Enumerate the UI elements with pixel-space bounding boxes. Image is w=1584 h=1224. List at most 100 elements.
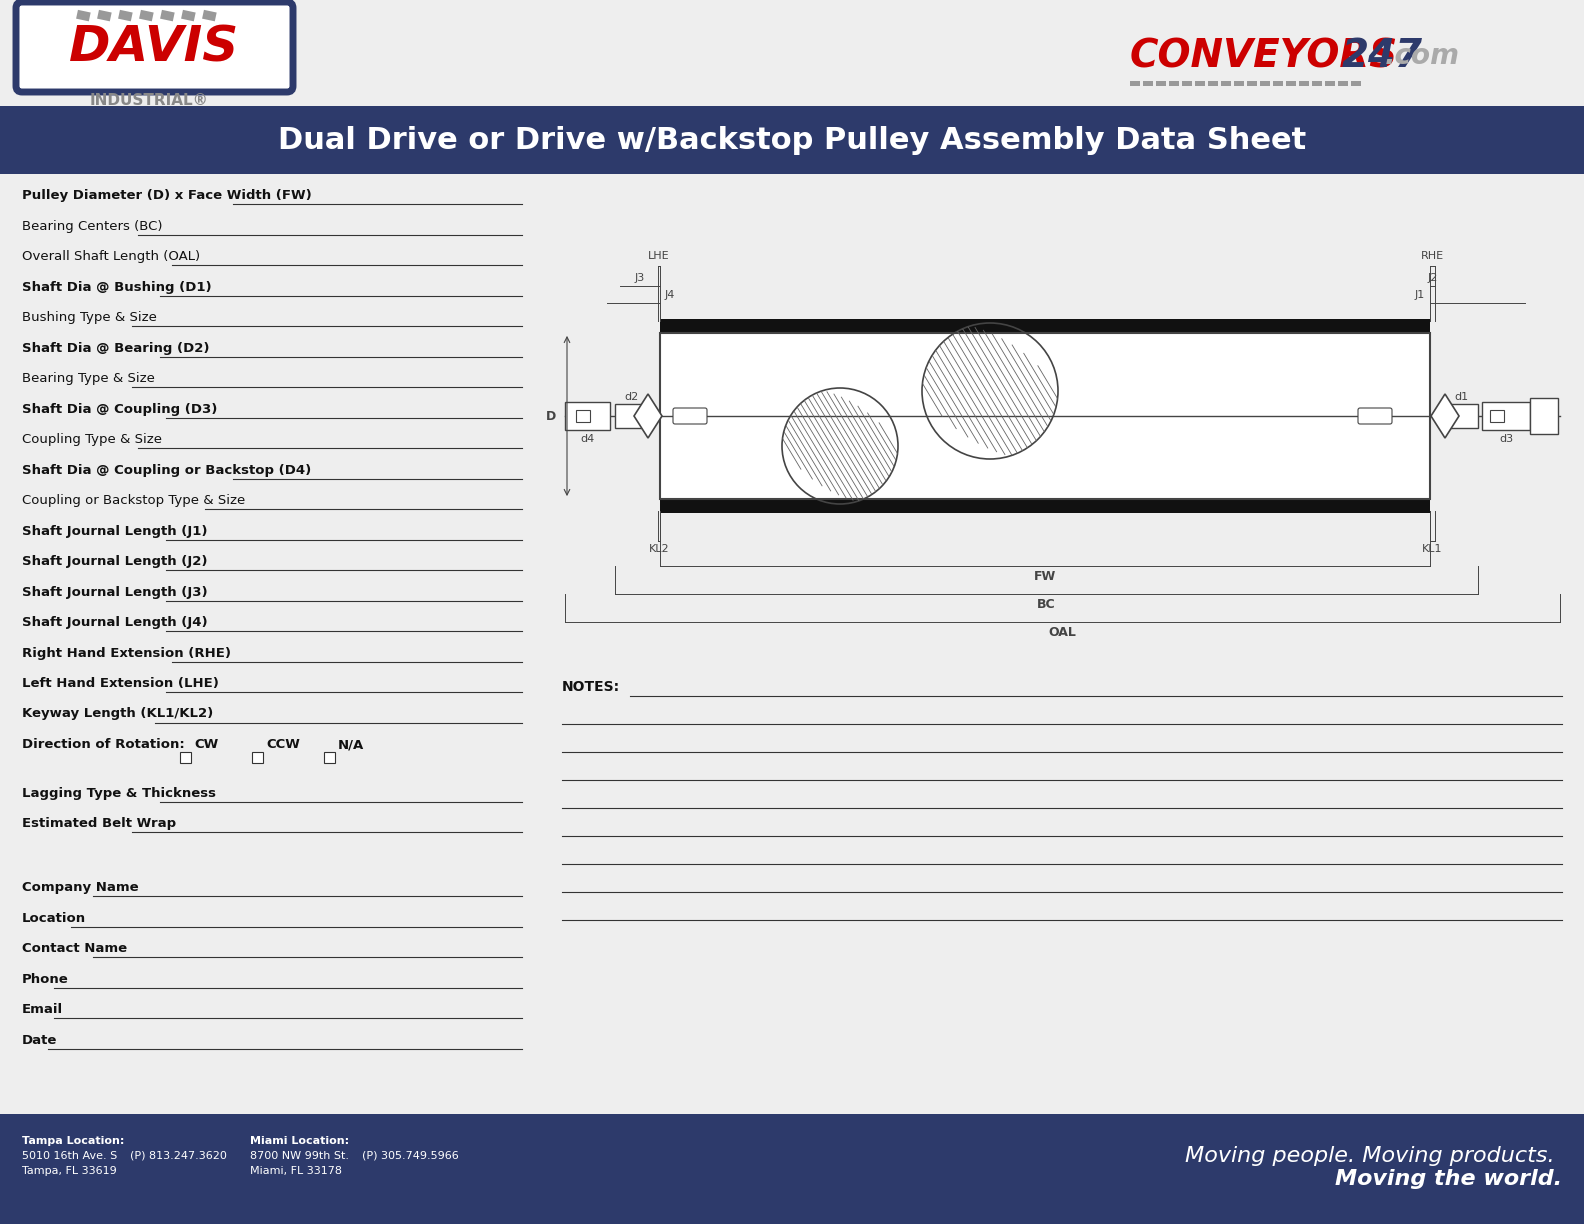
Text: 5010 16th Ave. S: 5010 16th Ave. S [22, 1151, 117, 1162]
Text: NOTES:: NOTES: [562, 681, 619, 694]
Text: Shaft Journal Length (J3): Shaft Journal Length (J3) [22, 585, 208, 599]
Text: INDUSTRIAL®: INDUSTRIAL® [90, 93, 209, 108]
Text: OAL: OAL [1049, 625, 1077, 639]
Text: Tampa, FL 33619: Tampa, FL 33619 [22, 1166, 117, 1176]
Bar [1530, 398, 1559, 435]
Bar [1338, 81, 1348, 86]
Polygon shape [634, 394, 662, 438]
FancyBboxPatch shape [203, 10, 217, 21]
Text: J4: J4 [665, 290, 675, 300]
Text: d1: d1 [1454, 392, 1468, 401]
Text: 247: 247 [1342, 37, 1422, 75]
Text: d3: d3 [1498, 435, 1513, 444]
Text: .com: .com [1384, 42, 1460, 70]
Bar [1324, 81, 1335, 86]
Text: Keyway Length (KL1/KL2): Keyway Length (KL1/KL2) [22, 707, 214, 721]
Text: J3: J3 [635, 273, 645, 283]
Bar [565, 401, 610, 430]
Text: CCW: CCW [266, 738, 299, 752]
Text: CW: CW [193, 738, 219, 752]
Bar [661, 333, 1430, 499]
Text: N/A: N/A [337, 738, 364, 752]
Bar [1209, 81, 1218, 86]
Text: Shaft Dia @ Bushing (D1): Shaft Dia @ Bushing (D1) [22, 280, 212, 294]
Bar [1194, 81, 1205, 86]
FancyBboxPatch shape [16, 2, 293, 92]
Text: Coupling or Backstop Type & Size: Coupling or Backstop Type & Size [22, 494, 246, 507]
FancyBboxPatch shape [97, 10, 112, 21]
Text: Overall Shaft Length (OAL): Overall Shaft Length (OAL) [22, 250, 200, 263]
Bar [1169, 81, 1178, 86]
Text: Miami, FL 33178: Miami, FL 33178 [250, 1166, 342, 1176]
Text: Shaft Dia @ Coupling (D3): Shaft Dia @ Coupling (D3) [22, 403, 217, 415]
Text: BC: BC [1038, 599, 1057, 611]
Bar [0, 1114, 1584, 1224]
Text: Shaft Journal Length (J2): Shaft Journal Length (J2) [22, 554, 208, 568]
Text: Shaft Journal Length (J1): Shaft Journal Length (J1) [22, 525, 208, 537]
Text: d4: d4 [580, 435, 594, 444]
Text: Left Hand Extension (LHE): Left Hand Extension (LHE) [22, 677, 219, 690]
Bar [1445, 404, 1478, 428]
Text: Tampa Location:: Tampa Location: [22, 1136, 125, 1146]
Text: Contact Name: Contact Name [22, 942, 127, 956]
Bar [1234, 81, 1243, 86]
Text: (P) 813.247.3620: (P) 813.247.3620 [130, 1151, 227, 1162]
Text: D: D [546, 410, 556, 422]
FancyBboxPatch shape [119, 10, 133, 21]
Bar [1286, 81, 1296, 86]
Text: J1: J1 [1415, 290, 1426, 300]
Text: Moving the world.: Moving the world. [1335, 1169, 1562, 1189]
Bar [577, 410, 589, 422]
Bar [325, 752, 334, 763]
Text: Email: Email [22, 1004, 63, 1016]
Text: J2: J2 [1427, 273, 1438, 283]
Text: KL1: KL1 [1422, 543, 1443, 554]
Text: Bushing Type & Size: Bushing Type & Size [22, 311, 157, 324]
Text: d2: d2 [624, 392, 638, 401]
Text: Bearing Centers (BC): Bearing Centers (BC) [22, 219, 163, 233]
Bar [1221, 81, 1231, 86]
Text: Shaft Dia @ Bearing (D2): Shaft Dia @ Bearing (D2) [22, 341, 209, 355]
FancyBboxPatch shape [181, 10, 196, 21]
Text: Bearing Type & Size: Bearing Type & Size [22, 372, 155, 386]
Bar [1247, 81, 1258, 86]
Text: Shaft Dia @ Coupling or Backstop (D4): Shaft Dia @ Coupling or Backstop (D4) [22, 464, 310, 476]
Text: Shaft Journal Length (J4): Shaft Journal Length (J4) [22, 616, 208, 629]
Bar [1491, 410, 1503, 422]
Text: CONVEYORS: CONVEYORS [1129, 37, 1399, 75]
Bar [252, 752, 263, 763]
Text: Estimated Belt Wrap: Estimated Belt Wrap [22, 818, 176, 830]
Bar [1129, 81, 1140, 86]
Bar [1483, 401, 1530, 430]
Bar [1182, 81, 1193, 86]
Text: 8700 NW 99th St.: 8700 NW 99th St. [250, 1151, 348, 1162]
FancyBboxPatch shape [160, 10, 174, 21]
Text: DAVIS: DAVIS [70, 23, 239, 71]
Text: RHE: RHE [1421, 251, 1445, 261]
Bar [661, 319, 1430, 333]
Bar [1274, 81, 1283, 86]
Text: Dual Drive or Drive w/Backstop Pulley Assembly Data Sheet: Dual Drive or Drive w/Backstop Pulley As… [277, 126, 1307, 154]
FancyBboxPatch shape [76, 10, 90, 21]
Text: Location: Location [22, 912, 86, 925]
Polygon shape [1430, 394, 1459, 438]
Bar [661, 499, 1430, 513]
FancyBboxPatch shape [1357, 408, 1392, 424]
Text: Lagging Type & Thickness: Lagging Type & Thickness [22, 787, 215, 799]
Text: Coupling Type & Size: Coupling Type & Size [22, 433, 162, 446]
Bar [615, 404, 648, 428]
Bar [1259, 81, 1270, 86]
Bar [1312, 81, 1323, 86]
Text: Date: Date [22, 1034, 57, 1047]
Text: KL2: KL2 [649, 543, 670, 554]
FancyBboxPatch shape [673, 408, 706, 424]
Text: Moving people. Moving products.: Moving people. Moving products. [1185, 1146, 1562, 1166]
Bar [1299, 81, 1308, 86]
Text: Right Hand Extension (RHE): Right Hand Extension (RHE) [22, 646, 231, 660]
Text: FW: FW [1034, 570, 1057, 583]
Text: LHE: LHE [648, 251, 670, 261]
Text: Pulley Diameter (D) x Face Width (FW): Pulley Diameter (D) x Face Width (FW) [22, 188, 312, 202]
Bar [1144, 81, 1153, 86]
Text: (P) 305.749.5966: (P) 305.749.5966 [363, 1151, 459, 1162]
Bar [1156, 81, 1166, 86]
